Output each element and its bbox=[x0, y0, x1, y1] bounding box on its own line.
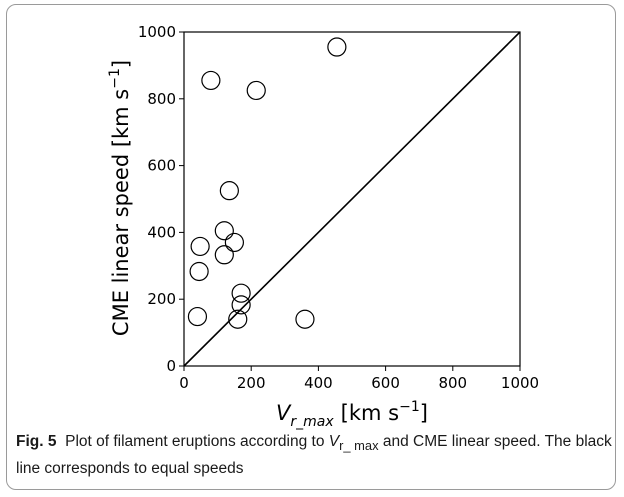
x-tick-label-1: 200 bbox=[237, 374, 266, 392]
data-point-9 bbox=[231, 283, 251, 303]
data-point-0 bbox=[327, 37, 347, 57]
caption-text-2: and CME linear speed. The black line cor… bbox=[16, 433, 612, 478]
data-point-7 bbox=[214, 245, 234, 265]
y-axis-label: CME linear speed [km s−1] bbox=[107, 60, 133, 336]
figure-caption: Fig. 5 Plot of filament eruptions accord… bbox=[16, 430, 612, 480]
x-tick-label-2: 400 bbox=[304, 374, 333, 392]
caption-variable-sub: r_ max bbox=[339, 438, 379, 454]
x-axis-ticks: 0 200 400 600 800 1000 bbox=[179, 366, 539, 392]
plot-area bbox=[183, 31, 521, 367]
caption-variable: V bbox=[328, 433, 340, 450]
data-point-1 bbox=[201, 70, 221, 91]
x-tick-label-4: 800 bbox=[438, 374, 467, 392]
y-tick-label-4: 800 bbox=[147, 90, 176, 108]
x-tick-label-3: 600 bbox=[371, 374, 400, 392]
y-tick-label-0: 0 bbox=[166, 357, 176, 375]
y-tick-label-3: 600 bbox=[147, 157, 176, 175]
data-point-12 bbox=[228, 309, 248, 329]
x-axis-label: Vr_max [km s−1] bbox=[276, 399, 428, 430]
y-tick-label-2: 400 bbox=[147, 223, 176, 241]
axes-frame bbox=[183, 31, 521, 367]
data-point-4 bbox=[214, 221, 234, 241]
equal-speed-line bbox=[183, 31, 521, 367]
y-axis-ticks: 0 200 400 600 800 1000 bbox=[138, 23, 184, 375]
scatter-chart: 0 200 400 600 800 1000 0 200 400 600 800 1000 CME … bbox=[107, 23, 539, 430]
data-point-2 bbox=[246, 80, 266, 101]
figure-frame bbox=[6, 4, 616, 490]
data-point-3 bbox=[219, 181, 239, 201]
data-point-13 bbox=[295, 309, 315, 329]
y-tick-label-1: 200 bbox=[147, 290, 176, 308]
y-tick-label-5: 1000 bbox=[138, 23, 176, 41]
data-point-10 bbox=[231, 295, 251, 315]
data-point-6 bbox=[190, 236, 210, 257]
data-point-11 bbox=[187, 306, 208, 327]
caption-label: Fig. 5 bbox=[16, 433, 57, 450]
x-tick-label-5: 1000 bbox=[501, 374, 539, 392]
data-point-5 bbox=[224, 232, 244, 253]
data-point-8 bbox=[189, 261, 209, 282]
caption-text-1: Plot of filament eruptions according to bbox=[65, 433, 325, 450]
x-tick-label-0: 0 bbox=[179, 374, 189, 392]
